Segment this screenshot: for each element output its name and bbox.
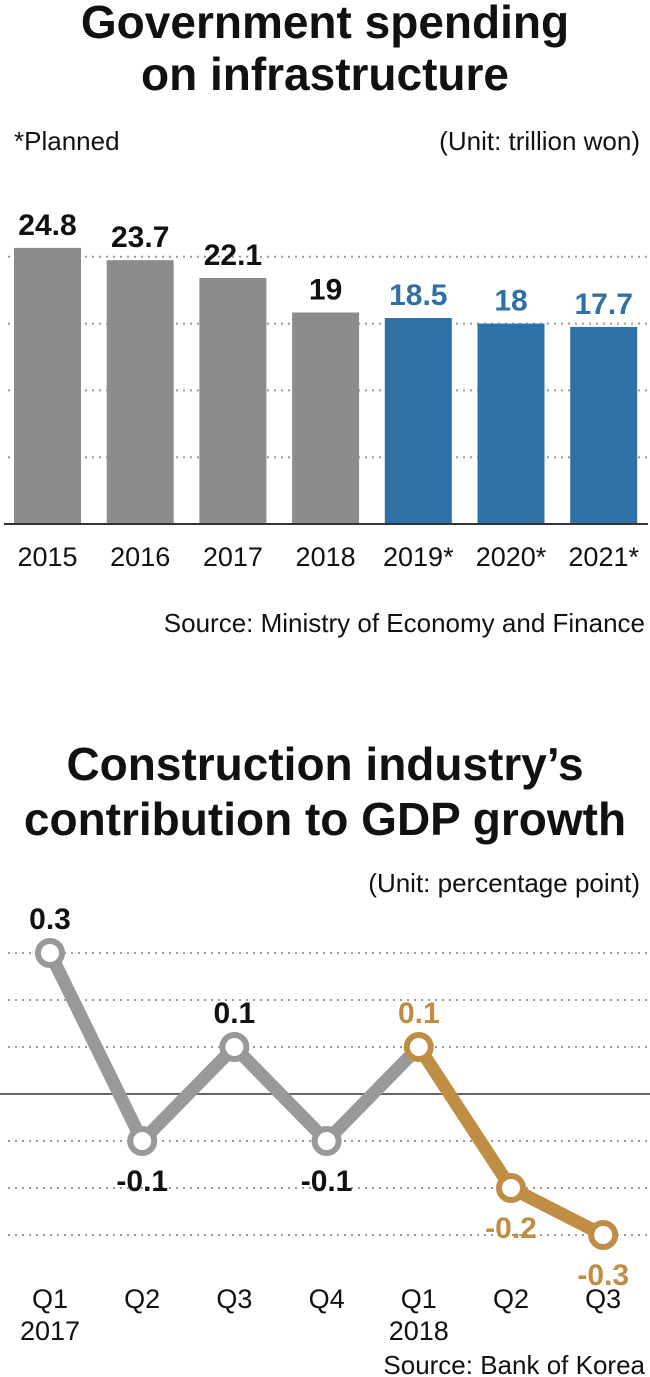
point-value-label: -0.2 (485, 1212, 537, 1245)
point-value-label: 0.1 (398, 997, 440, 1030)
line-category-year: 2017 (20, 1316, 80, 1346)
line-chart-title-line: contribution to GDP growth (24, 793, 626, 845)
bar (199, 277, 267, 524)
line-category-label: Q3 (216, 1284, 252, 1314)
data-point (311, 1126, 342, 1156)
bar (477, 323, 545, 524)
bar (292, 312, 360, 524)
bar-value-label: 23.7 (111, 221, 169, 254)
bar (106, 260, 174, 524)
bar-value-label: 18 (494, 285, 527, 318)
line-category-label: Q2 (493, 1284, 529, 1314)
data-point (588, 1220, 619, 1250)
bar (570, 326, 638, 524)
point-value-label: 0.3 (29, 903, 71, 936)
bar-chart-title-line: on infrastructure (141, 48, 509, 100)
bar-value-label: 18.5 (389, 279, 447, 312)
bar-category-label: 2020* (476, 542, 547, 572)
planned-note: *Planned (14, 126, 120, 156)
point-value-label: -0.3 (577, 1259, 629, 1292)
line-category-label: Q4 (309, 1284, 345, 1314)
line-unit-label: (Unit: percentage point) (368, 868, 640, 898)
bar-category-label: 2019* (383, 542, 454, 572)
bar (384, 318, 452, 524)
point-value-label: -0.1 (116, 1165, 168, 1198)
bar-category-label: 2016 (110, 542, 170, 572)
bar-value-label: 24.8 (18, 209, 76, 242)
bar-source: Source: Ministry of Economy and Finance (164, 608, 645, 638)
line-chart-title-line: Construction industry’s (66, 738, 583, 790)
bar-value-label: 19 (309, 273, 342, 306)
bar-category-label: 2015 (17, 542, 77, 572)
line-category-label: Q1 (401, 1284, 437, 1314)
data-point (35, 938, 65, 968)
line-category-label: Q3 (585, 1284, 621, 1314)
bar-category-label: 2021* (568, 542, 639, 572)
bar-unit-label: (Unit: trillion won) (439, 126, 640, 156)
line-source: Source: Bank of Korea (383, 1350, 645, 1377)
data-point (496, 1173, 526, 1203)
line-category-year: 2018 (389, 1316, 449, 1346)
bar-category-label: 2018 (296, 542, 356, 572)
bar-value-label: 22.1 (204, 239, 262, 272)
data-point (403, 1032, 434, 1062)
point-value-label: 0.1 (214, 997, 256, 1030)
bar (14, 247, 81, 525)
line-category-label: Q1 (32, 1284, 68, 1314)
bar-chart-title-line: Government spending (81, 0, 569, 48)
bar-value-label: 17.7 (575, 288, 633, 321)
point-value-label: -0.1 (301, 1165, 353, 1198)
bar-category-label: 2017 (203, 542, 263, 572)
line-category-label: Q2 (124, 1284, 160, 1314)
data-point (127, 1126, 158, 1156)
data-point (219, 1032, 250, 1062)
